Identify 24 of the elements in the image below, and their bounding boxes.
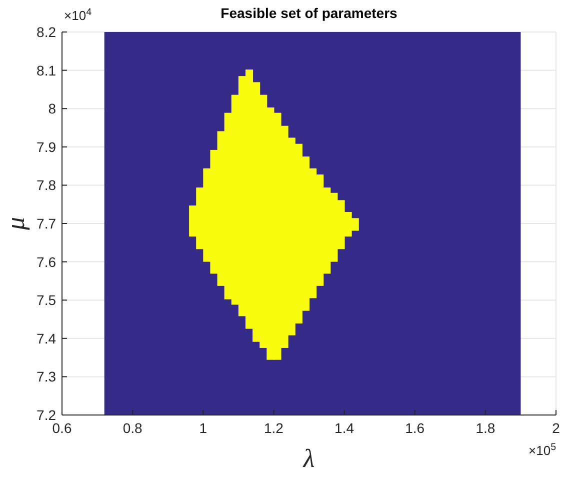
x-tick-label: 1 xyxy=(199,420,208,436)
y-tick-label: 7.9 xyxy=(36,138,56,155)
x-tick-label: 1.8 xyxy=(476,420,496,436)
y-tick-label: 7.7 xyxy=(36,216,56,232)
y-tick-label: 7.4 xyxy=(36,330,56,346)
y-tick-label: 8.1 xyxy=(36,62,56,78)
y-tick-label: 7.3 xyxy=(36,368,56,385)
x-tick-label: 0.8 xyxy=(122,420,143,436)
text: ×10$^{5}$ xyxy=(528,442,557,458)
y-tick-label: 7.6 xyxy=(36,254,56,270)
y-tick-label: 8 xyxy=(48,100,56,117)
y-tick-label: 7.8 xyxy=(36,177,56,194)
x-axis-title: λ xyxy=(302,444,315,473)
x-tick-label: 1.4 xyxy=(334,420,354,436)
x-tick-label: 1.6 xyxy=(405,420,425,436)
chart-title: Feasible set of parameters xyxy=(220,5,398,21)
x-tick-label: 0.6 xyxy=(52,420,72,436)
y-axis-title: μ xyxy=(1,216,30,232)
y-tick-label: 7.5 xyxy=(36,292,56,308)
x-tick-label: 2 xyxy=(552,420,560,436)
y-tick-label: 8.2 xyxy=(36,24,56,40)
y-tick-label: 7.2 xyxy=(36,407,56,423)
x-tick-label: 1.2 xyxy=(264,420,284,436)
text: ×10$^{4}$ xyxy=(64,6,92,23)
